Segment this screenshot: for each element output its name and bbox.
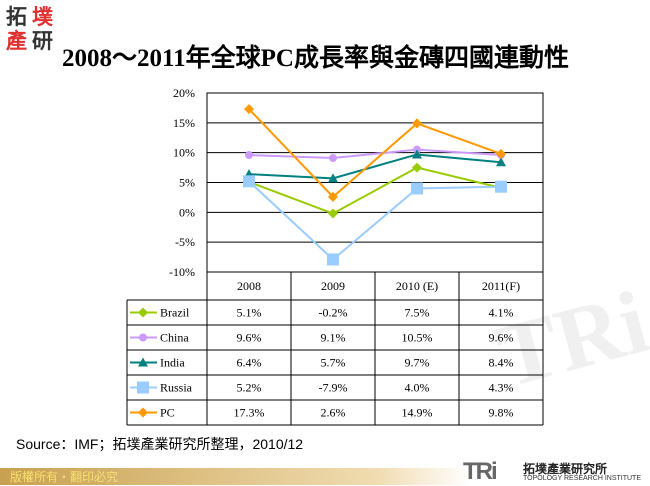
data-cell: 5.2% xyxy=(237,381,262,395)
data-point-pc xyxy=(412,118,422,129)
data-cell: 9.1% xyxy=(321,331,346,345)
data-cell: 10.5% xyxy=(402,331,433,345)
data-point-india xyxy=(328,173,338,183)
y-tick-label: 15% xyxy=(173,116,195,130)
legend-marker-russia xyxy=(137,381,149,394)
data-cell: -0.2% xyxy=(319,306,348,320)
series-line-india xyxy=(248,153,502,180)
data-cell: 7.5% xyxy=(405,306,430,320)
legend-marker-brazil xyxy=(138,307,148,318)
data-cell: 4.1% xyxy=(489,306,514,320)
legend-label: China xyxy=(160,331,189,345)
data-point-brazil xyxy=(412,162,422,173)
data-cell: 17.3% xyxy=(234,406,265,420)
copyright: 版權所有・翻印必究 xyxy=(10,470,119,484)
y-tick-label: 10% xyxy=(173,146,195,160)
x-category-label: 2010 (E) xyxy=(396,279,438,293)
data-point-pc xyxy=(328,191,338,202)
data-point-russia xyxy=(243,175,255,188)
data-point-pc xyxy=(496,148,506,159)
legend-label: Brazil xyxy=(160,306,190,320)
data-cell: 5.7% xyxy=(321,356,346,370)
legend-label: PC xyxy=(160,406,175,420)
x-category-label: 2008 xyxy=(237,279,261,293)
y-tick-label: -10% xyxy=(169,265,195,279)
data-cell: 6.4% xyxy=(237,356,262,370)
page-title: 2008～2011年全球PC成長率與金磚四國連動性 xyxy=(62,45,569,72)
series-line-china xyxy=(248,148,502,160)
y-tick-label: -5% xyxy=(175,235,195,249)
data-cell: 4.0% xyxy=(405,381,430,395)
legend-label: Russia xyxy=(160,381,193,395)
legend-marker-pc xyxy=(138,407,148,418)
data-point-india xyxy=(412,149,422,159)
data-cell: 5.1% xyxy=(237,306,262,320)
data-cell: 9.6% xyxy=(237,331,262,345)
legend-marker-china xyxy=(139,333,147,342)
y-tick-label: 0% xyxy=(179,205,195,219)
data-cell: 9.7% xyxy=(405,356,430,370)
data-point-india xyxy=(496,157,506,167)
data-point-russia xyxy=(495,180,507,193)
data-point-china xyxy=(329,154,337,163)
data-cell: 9.6% xyxy=(489,331,514,345)
source-note: Source：IMF；拓墣產業研究所整理，2010/12 xyxy=(16,436,304,452)
data-point-russia xyxy=(327,253,339,266)
y-tick-label: 20% xyxy=(173,86,195,100)
data-cell: 8.4% xyxy=(489,356,514,370)
series-line-pc xyxy=(248,108,502,199)
data-point-china xyxy=(245,151,253,160)
x-category-label: 2011(F) xyxy=(482,279,520,293)
data-point-russia xyxy=(411,182,423,195)
data-point-pc xyxy=(244,104,254,115)
data-cell: 2.6% xyxy=(321,406,346,420)
brand-logo: TRi 拓墣產業研究所 TOPOLOGY RESEARCH INSTITUTE xyxy=(463,458,641,485)
data-cell: -7.9% xyxy=(319,381,348,395)
legend-marker-india xyxy=(138,357,148,367)
data-cell: 14.9% xyxy=(402,406,433,420)
y-tick-label: 5% xyxy=(179,176,195,190)
logo: 拓 墣 產 研 xyxy=(6,5,53,53)
series-line-russia xyxy=(248,180,502,261)
watermark: TRi xyxy=(490,272,650,406)
footer-bar: 版權所有・翻印必究 xyxy=(0,468,470,485)
data-cell: 9.8% xyxy=(489,406,514,420)
data-cell: 4.3% xyxy=(489,381,514,395)
legend-label: India xyxy=(160,356,185,370)
series-line-brazil xyxy=(248,166,502,215)
data-point-brazil xyxy=(328,208,338,219)
x-category-label: 2009 xyxy=(321,279,345,293)
